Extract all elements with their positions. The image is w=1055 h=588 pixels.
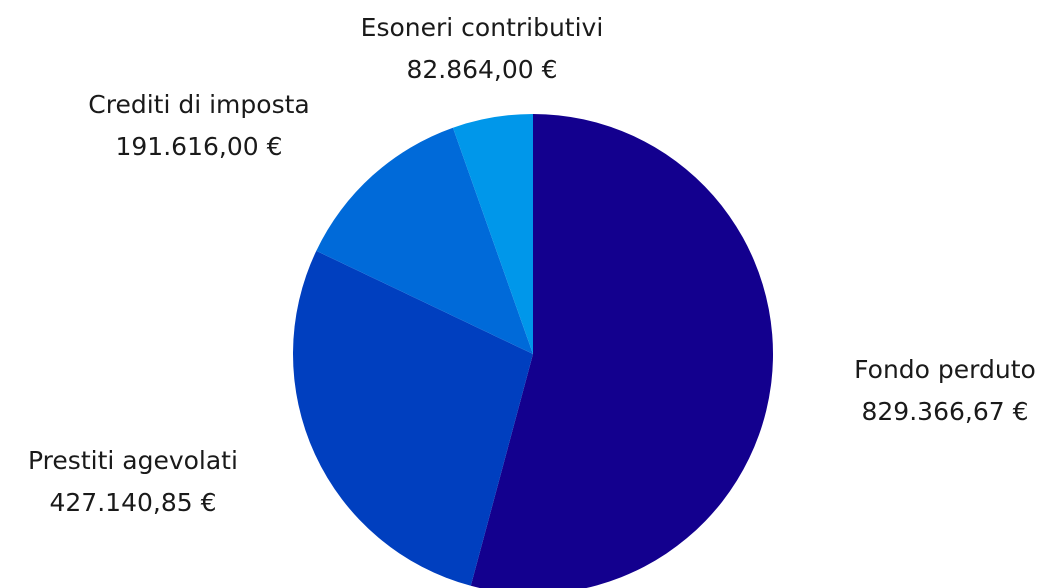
label-fondo-perduto-value: 829.366,67 € [862,397,1029,426]
label-prestiti-agevolati-value: 427.140,85 € [50,488,217,517]
label-esoneri-contributivi-value: 82.864,00 € [406,55,557,84]
slice-prestiti-agevolati [292,250,533,586]
label-prestiti-agevolati-name: Prestiti agevolati [28,446,238,475]
slice-crediti-di-imposta [316,127,533,355]
slice-esoneri-contributivi [452,114,533,354]
label-crediti-di-imposta-name: Crediti di imposta [88,90,309,119]
slice-fondo-perduto [470,114,773,588]
label-fondo-perduto-name: Fondo perduto [854,355,1036,384]
pie-slices [292,114,773,588]
label-esoneri-contributivi-name: Esoneri contributivi [361,13,604,42]
label-crediti-di-imposta-value: 191.616,00 € [116,132,283,161]
